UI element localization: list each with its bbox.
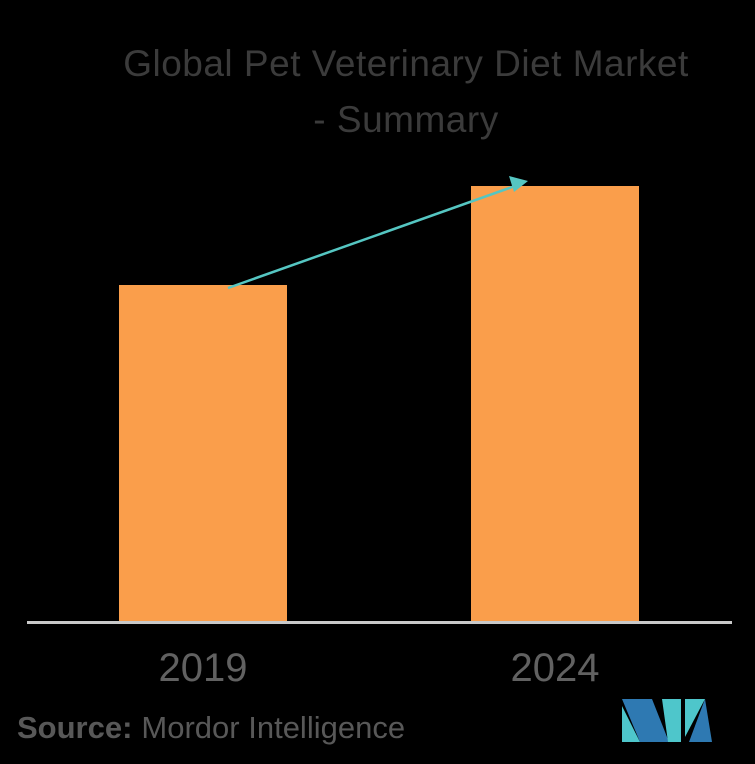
logo-m-blue-band [622, 699, 669, 742]
x-tick-label-2024: 2024 [510, 646, 600, 690]
chart-title: Global Pet Veterinary Diet Market - Summ… [0, 36, 755, 148]
source-note: Source: Mordor Intelligence [17, 708, 405, 748]
x-axis-line [27, 621, 732, 624]
mordor-intelligence-logo [622, 699, 712, 742]
source-text: Mordor Intelligence [141, 710, 406, 745]
chart-title-line2: - Summary [313, 99, 499, 140]
x-tick-label-2019: 2019 [158, 646, 248, 690]
bar-2019 [119, 285, 287, 621]
source-label: Source: [17, 710, 133, 745]
logo-i-blue-triangle [689, 699, 712, 742]
logo-i-teal-triangle [685, 699, 705, 737]
bar-2024 [471, 186, 639, 621]
logo-m-right-diagonal [662, 699, 681, 742]
chart-title-line1: Global Pet Veterinary Diet Market [123, 43, 689, 84]
logo-m-left-wedge [622, 706, 640, 742]
